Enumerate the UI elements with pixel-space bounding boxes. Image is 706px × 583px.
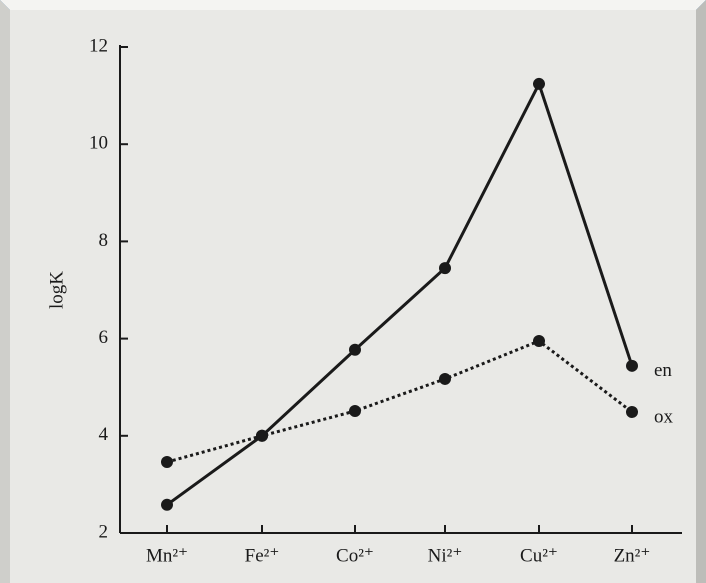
data-point bbox=[626, 360, 638, 372]
x-tick-label: Mn²⁺ bbox=[146, 545, 188, 566]
bevel-right bbox=[696, 0, 706, 583]
x-tick-label: Cu²⁺ bbox=[520, 545, 558, 566]
data-point bbox=[349, 344, 361, 356]
series-label: ox bbox=[654, 406, 674, 427]
data-point bbox=[439, 262, 451, 274]
x-tick-label: Co²⁺ bbox=[336, 545, 374, 566]
data-point bbox=[533, 78, 545, 90]
y-axis-label: logK bbox=[46, 271, 67, 309]
y-tick-label: 2 bbox=[99, 521, 109, 542]
x-tick-label: Fe²⁺ bbox=[245, 545, 280, 566]
data-point bbox=[349, 405, 361, 417]
y-tick-label: 4 bbox=[99, 424, 109, 445]
chart: logK 2 4 6 8 10 12 Mn²⁺ Fe²⁺ Co²⁺ Ni²⁺ Cu²⁺ Zn²⁺ en o… bbox=[0, 0, 706, 583]
data-point bbox=[439, 373, 451, 385]
page: logK 2 4 6 8 10 12 Mn²⁺ Fe²⁺ Co²⁺ Ni²⁺ Cu²⁺ Zn²⁺ en o… bbox=[0, 0, 706, 583]
y-tick-label: 8 bbox=[99, 230, 109, 251]
series-label: en bbox=[654, 360, 672, 381]
data-point bbox=[161, 499, 173, 511]
x-tick-label: Ni²⁺ bbox=[428, 545, 463, 566]
bevel-left bbox=[0, 0, 10, 583]
y-tick-label: 6 bbox=[99, 327, 109, 348]
panel bbox=[10, 10, 696, 583]
data-point bbox=[626, 406, 638, 418]
x-tick-label: Zn²⁺ bbox=[614, 545, 651, 566]
y-tick-label: 10 bbox=[89, 133, 108, 154]
bevel-top bbox=[0, 0, 706, 10]
data-point bbox=[533, 335, 545, 347]
data-point bbox=[161, 456, 173, 468]
data-point bbox=[256, 430, 268, 442]
y-tick-label: 12 bbox=[89, 35, 108, 56]
